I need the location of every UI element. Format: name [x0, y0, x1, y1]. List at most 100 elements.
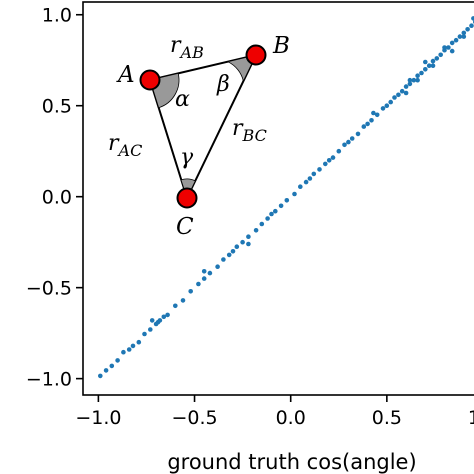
data-point [130, 343, 136, 349]
data-point [259, 221, 265, 227]
data-point [369, 118, 374, 123]
data-point [201, 276, 207, 281]
data-point [453, 37, 459, 43]
data-point [188, 289, 193, 294]
y-tick-label: −0.5 [26, 278, 72, 300]
data-point [253, 228, 259, 233]
data-point [407, 77, 413, 83]
data-point [365, 121, 370, 127]
data-point [126, 347, 132, 352]
data-point [419, 70, 424, 76]
data-point [298, 184, 303, 189]
x-tick-label: 1.0 [468, 407, 474, 429]
data-point [103, 368, 109, 373]
data-point [380, 106, 386, 111]
data-point [221, 257, 226, 262]
angle-label-gamma: γ [180, 145, 194, 170]
data-point [349, 136, 355, 141]
x-tick-label: 0.0 [276, 407, 306, 429]
angle-label-beta: β [216, 72, 230, 97]
data-point [434, 56, 440, 61]
data-point [148, 327, 153, 332]
data-point [423, 59, 428, 65]
data-point [234, 244, 240, 249]
data-point [326, 158, 332, 163]
vertex-b [245, 44, 267, 66]
data-point [284, 198, 290, 203]
data-point [374, 112, 380, 118]
axis-ticks: −1.0 −0.5 0.0 0.5 1.0 −1.0 −0.5 0.0 0.5 1.0 [26, 5, 474, 429]
x-tick-label: −1.0 [75, 407, 121, 429]
y-tick-label: 0.5 [42, 96, 72, 118]
data-point [161, 314, 167, 320]
data-point [336, 148, 342, 154]
data-point [136, 339, 142, 345]
data-point [388, 99, 394, 105]
data-point [399, 88, 405, 94]
angle-label-alpha: α [175, 87, 190, 112]
data-point [442, 45, 447, 50]
plot-frame [82, 1, 474, 396]
data-point [215, 264, 220, 270]
data-point [355, 131, 361, 137]
data-point [149, 318, 155, 323]
data-point [469, 23, 474, 29]
data-point [371, 110, 376, 116]
data-point [461, 34, 467, 39]
data-point [346, 139, 351, 145]
data-point [201, 269, 207, 274]
edge-label-rac: rAC [108, 131, 142, 160]
data-point [265, 216, 270, 221]
data-point [403, 84, 409, 89]
data-point [403, 90, 409, 96]
data-point [438, 52, 444, 58]
data-point [446, 45, 451, 50]
data-point [430, 63, 436, 68]
data-point [207, 270, 213, 276]
data-point [269, 211, 274, 217]
vertex-a [139, 69, 161, 91]
triangle-inset: A B C α β γ rAB rAC rBC [108, 33, 290, 240]
data-point [411, 77, 417, 83]
data-point [330, 155, 336, 160]
data-point [323, 161, 328, 167]
data-point [278, 203, 284, 209]
x-axis-title: ground truth cos(angle) [167, 450, 416, 474]
data-point [180, 298, 186, 303]
y-tick-label: 0.0 [42, 187, 72, 209]
data-point [273, 208, 278, 214]
data-point [230, 249, 236, 254]
y-tick-label: −1.0 [26, 369, 72, 391]
data-point [415, 77, 420, 83]
data-point [115, 358, 120, 363]
data-point [465, 27, 470, 32]
data-point [240, 239, 245, 245]
data-point [246, 241, 251, 247]
data-point [307, 176, 313, 181]
data-point [423, 67, 428, 72]
data-point [109, 363, 115, 369]
x-tick-label: 0.5 [372, 407, 402, 429]
data-point [311, 171, 317, 177]
y-tick-label: 1.0 [42, 5, 72, 27]
data-point [157, 318, 163, 323]
data-point [449, 40, 455, 46]
data-point [226, 252, 232, 258]
data-point [457, 34, 463, 39]
data-point [246, 234, 251, 239]
data-point [98, 373, 103, 379]
data-points [98, 16, 474, 379]
data-point [361, 124, 367, 129]
vertex-c [176, 187, 198, 209]
data-point [292, 191, 297, 197]
vertex-label-a: A [116, 62, 135, 88]
data-point [396, 92, 401, 98]
vertex-label-b: B [272, 33, 290, 59]
data-point [461, 30, 467, 36]
x-tick-label: −0.5 [171, 407, 217, 429]
vertex-label-c: C [176, 214, 194, 240]
data-point [303, 179, 309, 185]
data-point [196, 281, 201, 287]
data-point [426, 63, 432, 68]
